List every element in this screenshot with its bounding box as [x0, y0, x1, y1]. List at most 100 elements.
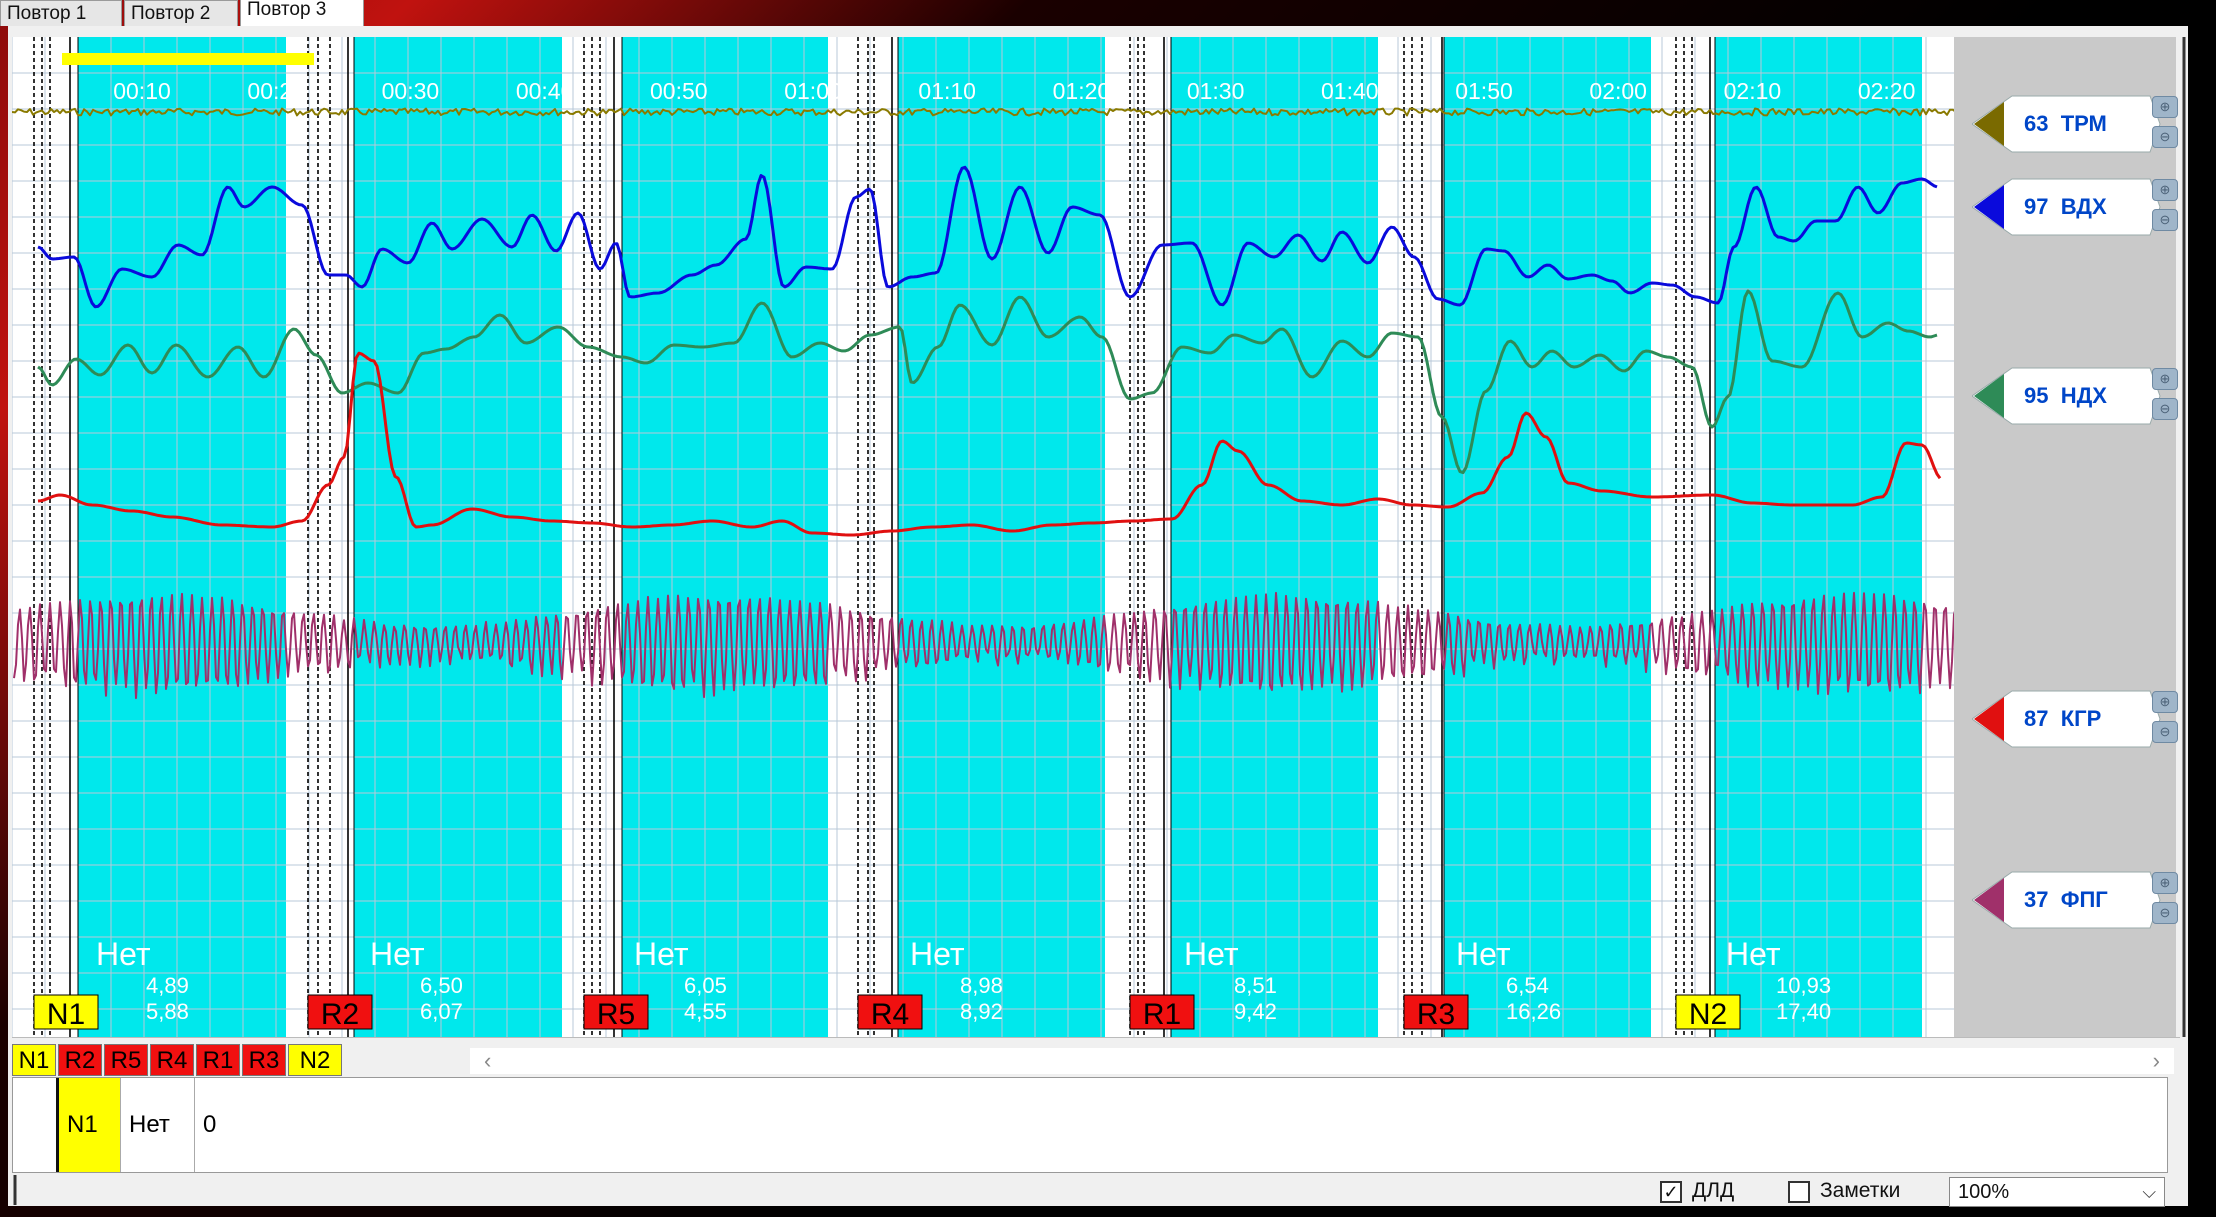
- question-value-2: 4,55: [684, 999, 727, 1024]
- time-tick-label: 00:40: [516, 78, 574, 104]
- answer-label: Нет: [370, 936, 425, 972]
- question-code-label: R3: [1417, 998, 1455, 1031]
- vertical-scrollbar[interactable]: [2180, 37, 2188, 1037]
- answer-label: Нет: [1456, 936, 1511, 972]
- tab-bar: Повтор 1 Повтор 2 Повтор 3: [0, 0, 500, 26]
- kgr-signal: [37, 351, 1942, 537]
- question-code-badge[interactable]: [583, 994, 649, 1030]
- polygraph-chart[interactable]: 00:10 00:20 00:30 00:40 00:50 01:00 01:10 01:20…: [12, 37, 1964, 1037]
- answer-label: Нет: [1184, 936, 1239, 972]
- channel-zoom-out-icon[interactable]: ⊖: [2152, 902, 2178, 924]
- question-value-2: 9,42: [1234, 999, 1277, 1024]
- time-tick-label: 01:40: [1321, 78, 1379, 104]
- vdx-signal: [37, 165, 1938, 309]
- channel-zoom-in-icon[interactable]: ⊕: [2152, 872, 2178, 894]
- time-tick-label: 02:00: [1589, 78, 1647, 104]
- scroll-left-icon[interactable]: ‹: [484, 1048, 492, 1073]
- sequence-item-r2[interactable]: R2: [58, 1044, 102, 1076]
- channel-panel: 63 ТРМ ⊕ ⊖ 97 ВДХ ⊕ ⊖ 95 НДХ ⊕ ⊖ 87 КГР ⊕ ⊖ 37 ФПГ ⊕ ⊖: [1954, 37, 2178, 1037]
- tab-repeat-1[interactable]: Повтор 1: [0, 0, 122, 26]
- question-sequence-bar: N1 R2 R5 R4 R1 R3 N2 ‹ ›: [12, 1037, 2180, 1078]
- question-code-label: R4: [871, 998, 909, 1031]
- channel-label: 37 ФПГ: [2024, 887, 2108, 912]
- time-tick-label: 00:20: [247, 78, 305, 104]
- channel-arrow-icon: [1972, 95, 2161, 153]
- question-value-1: 6,05: [684, 973, 727, 998]
- time-tick-label: 01:30: [1187, 78, 1245, 104]
- time-cursor-bar[interactable]: [62, 53, 314, 65]
- detail-code[interactable]: N1: [59, 1078, 121, 1172]
- scroll-right-icon[interactable]: ›: [2152, 1048, 2160, 1073]
- question-value-2: 8,92: [960, 999, 1003, 1024]
- answer-label: Нет: [96, 936, 151, 972]
- channel-трм[interactable]: 63 ТРМ ⊕ ⊖: [1972, 94, 2180, 154]
- question-value-2: 5,88: [146, 999, 189, 1024]
- channel-zoom-out-icon[interactable]: ⊖: [2152, 721, 2178, 743]
- dld-checkbox[interactable]: ✓: [1660, 1181, 1682, 1203]
- polygraph-window: 00:10 00:20 00:30 00:40 00:50 01:00 01:10 01:20…: [8, 26, 2188, 1207]
- tab-repeat-3[interactable]: Повтор 3: [240, 0, 364, 26]
- ndx-signal: [37, 289, 1938, 475]
- question-code-badge[interactable]: [1129, 994, 1195, 1030]
- question-value-1: 10,93: [1776, 973, 1831, 998]
- sequence-item-n1[interactable]: N1: [12, 1044, 56, 1076]
- channel-zoom-out-icon[interactable]: ⊖: [2152, 126, 2178, 148]
- sequence-item-n2[interactable]: N2: [288, 1044, 342, 1076]
- question-value-1: 6,50: [420, 973, 463, 998]
- question-window: [78, 37, 286, 1037]
- channel-zoom-in-icon[interactable]: ⊕: [2152, 96, 2178, 118]
- question-code-badge[interactable]: [307, 994, 373, 1030]
- channel-zoom-out-icon[interactable]: ⊖: [2152, 398, 2178, 420]
- row-selector[interactable]: [13, 1078, 59, 1172]
- time-tick-label: 02:20: [1858, 78, 1916, 104]
- sequence-item-r3[interactable]: R3: [242, 1044, 286, 1076]
- fpg-signal: [13, 591, 1959, 700]
- question-window: [1171, 37, 1378, 1037]
- channel-zoom-in-icon[interactable]: ⊕: [2152, 179, 2178, 201]
- question-code-label: R1: [1143, 998, 1181, 1031]
- time-tick-label: 01:20: [1053, 78, 1111, 104]
- sequence-item-r1[interactable]: R1: [196, 1044, 240, 1076]
- answer-label: Нет: [1726, 936, 1781, 972]
- channel-arrow-icon: [1972, 690, 2161, 748]
- question-window: [622, 37, 828, 1037]
- question-code-badge[interactable]: [1403, 994, 1469, 1030]
- channel-zoom-out-icon[interactable]: ⊖: [2152, 209, 2178, 231]
- time-tick-label: 00:30: [382, 78, 440, 104]
- detail-answer[interactable]: Нет: [121, 1078, 195, 1172]
- channel-arrow-icon: [1972, 871, 2161, 929]
- window-edge: [2188, 0, 2216, 1217]
- channel-arrow-icon: [1972, 367, 2161, 425]
- sequence-item-r4[interactable]: R4: [150, 1044, 194, 1076]
- zoom-value: 100%: [1958, 1181, 2010, 1203]
- dld-label: ДЛД: [1692, 1179, 1735, 1202]
- time-tick-label: 00:10: [113, 78, 171, 104]
- time-tick-label: 02:10: [1724, 78, 1782, 104]
- channel-ндх[interactable]: 95 НДХ ⊕ ⊖: [1972, 366, 2180, 426]
- question-value-2: 6,07: [420, 999, 463, 1024]
- question-value-1: 8,51: [1234, 973, 1277, 998]
- chevron-down-icon: ⌵: [2142, 1182, 2156, 1202]
- channel-zoom-in-icon[interactable]: ⊕: [2152, 691, 2178, 713]
- question-value-2: 16,26: [1506, 999, 1561, 1024]
- question-code-badge[interactable]: [1675, 994, 1741, 1030]
- zoom-select[interactable]: 100% ⌵: [1949, 1177, 2165, 1207]
- tab-repeat-2[interactable]: Повтор 2: [124, 0, 238, 26]
- question-value-1: 6,54: [1506, 973, 1549, 998]
- question-code-label: N1: [47, 998, 85, 1031]
- question-code-badge[interactable]: [33, 994, 99, 1030]
- notes-checkbox[interactable]: [1788, 1181, 1810, 1203]
- horizontal-scrollbar[interactable]: ‹ ›: [470, 1048, 2174, 1074]
- channel-zoom-in-icon[interactable]: ⊕: [2152, 368, 2178, 390]
- channel-label: 63 ТРМ: [2024, 111, 2107, 136]
- question-code-badge[interactable]: [857, 994, 923, 1030]
- detail-value[interactable]: 0: [203, 1111, 217, 1138]
- channel-label: 87 КГР: [2024, 706, 2102, 731]
- sequence-item-r5[interactable]: R5: [104, 1044, 148, 1076]
- channel-кгр[interactable]: 87 КГР ⊕ ⊖: [1972, 689, 2180, 749]
- status-bar: ✓ ДЛД Заметки 100% ⌵: [8, 1173, 2188, 1207]
- time-tick-label: 00:50: [650, 78, 708, 104]
- channel-вдх[interactable]: 97 ВДХ ⊕ ⊖: [1972, 177, 2180, 237]
- channel-фпг[interactable]: 37 ФПГ ⊕ ⊖: [1972, 870, 2180, 930]
